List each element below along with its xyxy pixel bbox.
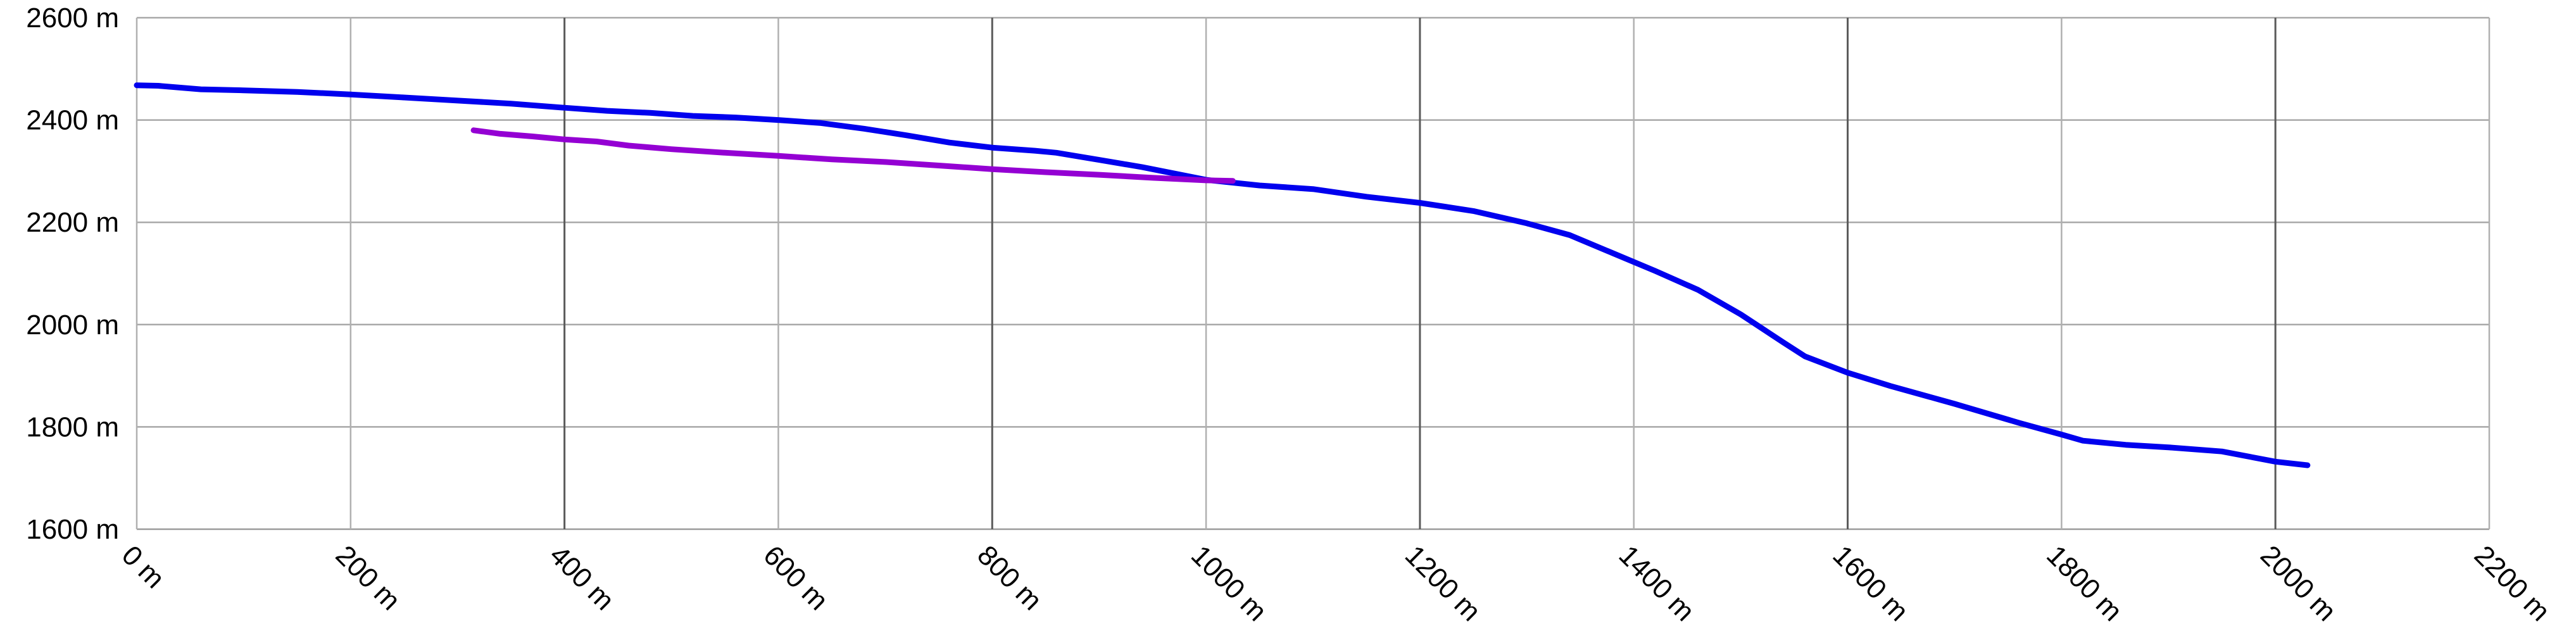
y-tick-label: 2600 m — [26, 3, 119, 34]
x-tick-label: 600 m — [757, 539, 834, 616]
x-tick-label: 1800 m — [2040, 539, 2128, 627]
x-tick-label: 1600 m — [1826, 539, 1914, 627]
grid — [135, 16, 2491, 530]
series-layer — [134, 82, 2311, 468]
y-tick-label: 2400 m — [26, 105, 119, 136]
x-tick-label: 1000 m — [1185, 539, 1272, 627]
y-tick-label: 1600 m — [26, 514, 119, 545]
x-tick-label: 1200 m — [1399, 539, 1486, 627]
x-tick-label: 200 m — [330, 539, 406, 616]
series-line-2 — [470, 127, 1236, 184]
y-tick-label: 1800 m — [26, 411, 119, 442]
x-tick-label: 400 m — [544, 539, 620, 616]
x-tick-label: 800 m — [971, 539, 1048, 616]
y-tick-label: 2200 m — [26, 207, 119, 238]
x-tick-label: 2200 m — [2468, 539, 2556, 627]
x-tick-label: 0 m — [116, 539, 171, 594]
y-axis-ticks: 1600 m 1800 m 2000 m 2200 m 2400 m 2600 m — [26, 3, 119, 545]
x-axis-ticks: 0 m 200 m 400 m 600 m 800 m 1000 m 1200 m 1400 … — [116, 539, 2556, 627]
y-tick-label: 2000 m — [26, 310, 119, 341]
x-tick-label: 2000 m — [2254, 539, 2342, 627]
x-tick-label: 1400 m — [1613, 539, 1700, 627]
series-line-1 — [134, 82, 2311, 468]
